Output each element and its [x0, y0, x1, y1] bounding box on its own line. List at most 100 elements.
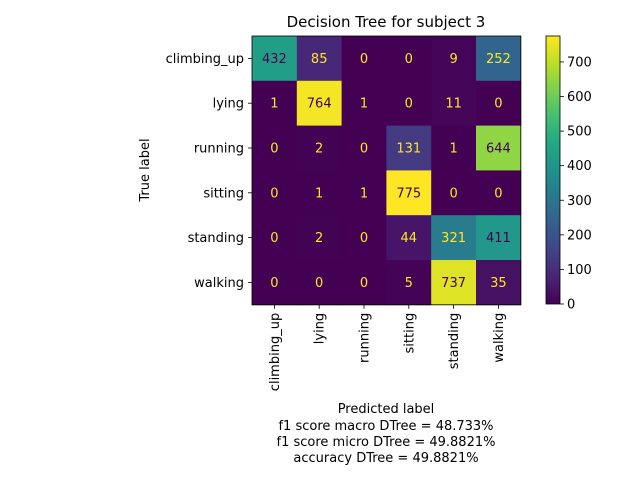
cell-value-label: 775: [396, 186, 421, 201]
cell-value-label: 0: [405, 52, 413, 67]
y-tick-label: sitting: [203, 186, 244, 201]
heatmap-cell: [252, 215, 298, 261]
heatmap-cell: [341, 125, 387, 171]
x-tick-label: running: [358, 313, 373, 363]
y-tick-label: standing: [188, 231, 244, 246]
heatmap-cell: [476, 170, 522, 216]
cell-value-label: 0: [360, 276, 368, 291]
colorbar-tick-label: 300: [567, 194, 592, 209]
heatmap-cell: [386, 125, 432, 171]
cell-value-label: 0: [270, 142, 278, 157]
y-tick-label: running: [194, 142, 244, 157]
heatmap-cell: [296, 36, 342, 82]
heatmap-cell: [476, 260, 522, 306]
colorbar-tick-label: 400: [567, 159, 592, 174]
heatmap-cell: [296, 215, 342, 261]
heatmap-cell: [431, 260, 477, 306]
colorbar-tick-label: 200: [567, 228, 592, 243]
cell-value-label: 35: [490, 276, 507, 291]
heatmap-cell: [431, 36, 477, 82]
cell-value-label: 0: [494, 186, 502, 201]
heatmap-cell: [296, 80, 342, 126]
cell-value-label: 1: [315, 186, 323, 201]
heatmap-cell: [431, 215, 477, 261]
heatmap-cell: [252, 260, 298, 306]
colorbar: [545, 35, 561, 305]
cell-value-label: 2: [315, 142, 323, 157]
heatmap-cell: [341, 260, 387, 306]
x-tick-label: walking: [492, 313, 507, 363]
x-axis-label: Predicted label: [338, 402, 435, 417]
colorbar-tick-label: 100: [567, 263, 592, 278]
cell-value-label: 411: [486, 231, 511, 246]
y-tick-label: lying: [213, 97, 244, 112]
cell-value-label: 764: [307, 97, 332, 112]
f1-micro-note: f1 score micro DTree = 49.8821%: [277, 435, 496, 450]
heatmap-cell: [252, 170, 298, 216]
heatmap-cell: [252, 125, 298, 171]
heatmap-cell: [431, 80, 477, 126]
cell-value-label: 9: [449, 52, 457, 67]
heatmap-cell: [296, 170, 342, 216]
cell-value-label: 5: [405, 276, 413, 291]
cell-value-label: 644: [486, 142, 511, 157]
cell-value-label: 2: [315, 231, 323, 246]
heatmap-cell: [341, 36, 387, 82]
heatmap-cell: [341, 170, 387, 216]
heatmap-cell: [386, 215, 432, 261]
cell-value-label: 85: [311, 52, 328, 67]
heatmap-cell: [386, 36, 432, 82]
x-tick-label: standing: [447, 313, 462, 369]
x-tick-label: climbing_up: [268, 313, 283, 391]
heatmap-cell: [386, 80, 432, 126]
cell-value-label: 1: [270, 97, 278, 112]
heatmap-cell: [386, 260, 432, 306]
colorbar-tick-label: 0: [567, 298, 575, 313]
cell-value-label: 1: [449, 142, 457, 157]
heatmap-cell: [431, 125, 477, 171]
colorbar-tick-label: 600: [567, 90, 592, 105]
heatmap-cell: [476, 215, 522, 261]
cell-value-label: 321: [441, 231, 466, 246]
heatmap-cell: [296, 260, 342, 306]
heatmap-cell: [341, 215, 387, 261]
accuracy-note: accuracy DTree = 49.8821%: [293, 451, 478, 466]
cell-value-label: 44: [401, 231, 418, 246]
heatmap-cell: [252, 36, 298, 82]
cell-value-label: 0: [270, 231, 278, 246]
cell-value-label: 131: [396, 142, 421, 157]
matrix-frame: [251, 35, 522, 306]
cell-value-label: 432: [262, 52, 287, 67]
heatmap-cell: [476, 125, 522, 171]
cell-value-label: 0: [360, 52, 368, 67]
y-axis-label: True label: [138, 138, 153, 202]
cell-value-label: 0: [494, 97, 502, 112]
cell-value-label: 0: [360, 142, 368, 157]
cell-value-label: 0: [360, 231, 368, 246]
cell-value-label: 0: [270, 276, 278, 291]
heatmap-cell: [476, 36, 522, 82]
y-tick-label: climbing_up: [166, 52, 244, 67]
heatmap-cell: [252, 80, 298, 126]
cell-value-label: 11: [445, 97, 462, 112]
x-tick-label: lying: [313, 313, 328, 344]
heatmap-cell: [476, 80, 522, 126]
cell-value-label: 1: [360, 186, 368, 201]
cell-value-label: 737: [441, 276, 466, 291]
chart-title: Decision Tree for subject 3: [287, 13, 486, 31]
colorbar-tick-label: 700: [567, 55, 592, 70]
colorbar-group: 0 100 200 300 400 500 600 700: [545, 35, 592, 313]
heatmap-cell: [296, 125, 342, 171]
cell-value-label: 0: [270, 186, 278, 201]
f1-macro-note: f1 score macro DTree = 48.733%: [278, 419, 493, 434]
cell-value-label: 0: [449, 186, 457, 201]
cell-value-label: 252: [486, 52, 511, 67]
heatmap-cell: [431, 170, 477, 216]
y-tick-label: walking: [194, 276, 244, 291]
cell-value-label: 1: [360, 97, 368, 112]
heatmap-cell: [386, 170, 432, 216]
x-tick-label: sitting: [402, 313, 417, 354]
heatmap-cell: [341, 80, 387, 126]
